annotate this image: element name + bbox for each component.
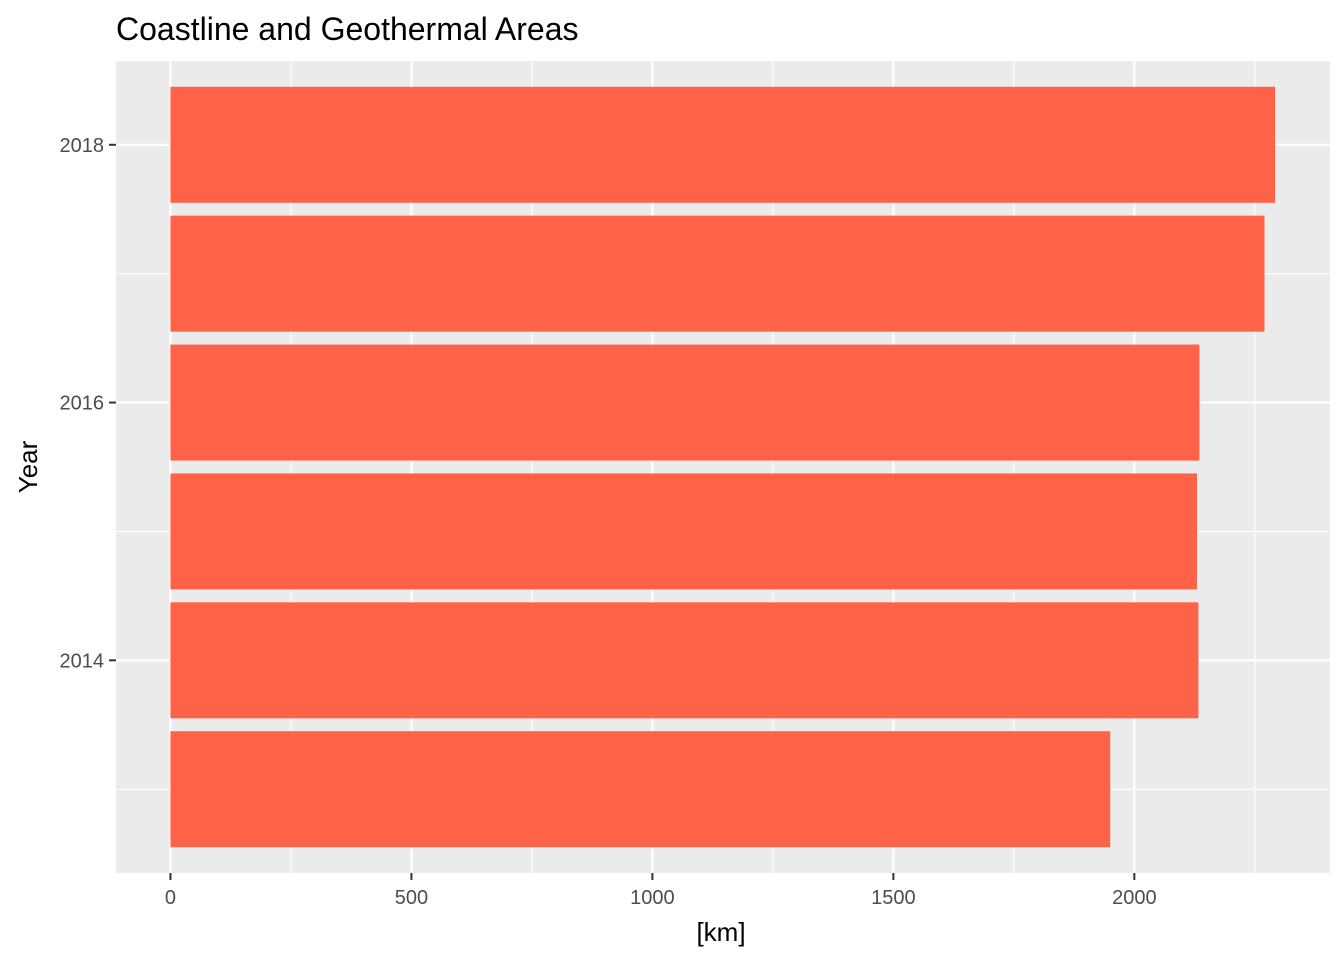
bar-2015 <box>170 473 1197 590</box>
x-tick-label: 1000 <box>630 887 675 909</box>
y-tick-label: 2016 <box>60 393 105 415</box>
bar-2016 <box>170 344 1200 461</box>
bar-2018 <box>170 86 1276 203</box>
x-axis: 0 500 1000 1500 2000 <box>165 873 1157 909</box>
x-tick-label: 2000 <box>1112 887 1157 909</box>
chart-title: Coastline and Geothermal Areas <box>116 11 578 47</box>
bar-2013 <box>170 731 1111 848</box>
x-axis-title: [km] <box>696 917 745 947</box>
y-axis-title: Year <box>13 440 43 493</box>
y-axis: 2014 2016 2018 <box>60 135 116 672</box>
bar-2017 <box>170 215 1265 332</box>
x-tick-label: 1500 <box>871 887 916 909</box>
x-tick-label: 500 <box>395 887 428 909</box>
bar-2014 <box>170 602 1199 719</box>
x-tick-label: 0 <box>165 887 176 909</box>
y-tick-label: 2014 <box>60 650 105 672</box>
y-tick-label: 2018 <box>60 135 105 157</box>
bars <box>170 86 1276 848</box>
